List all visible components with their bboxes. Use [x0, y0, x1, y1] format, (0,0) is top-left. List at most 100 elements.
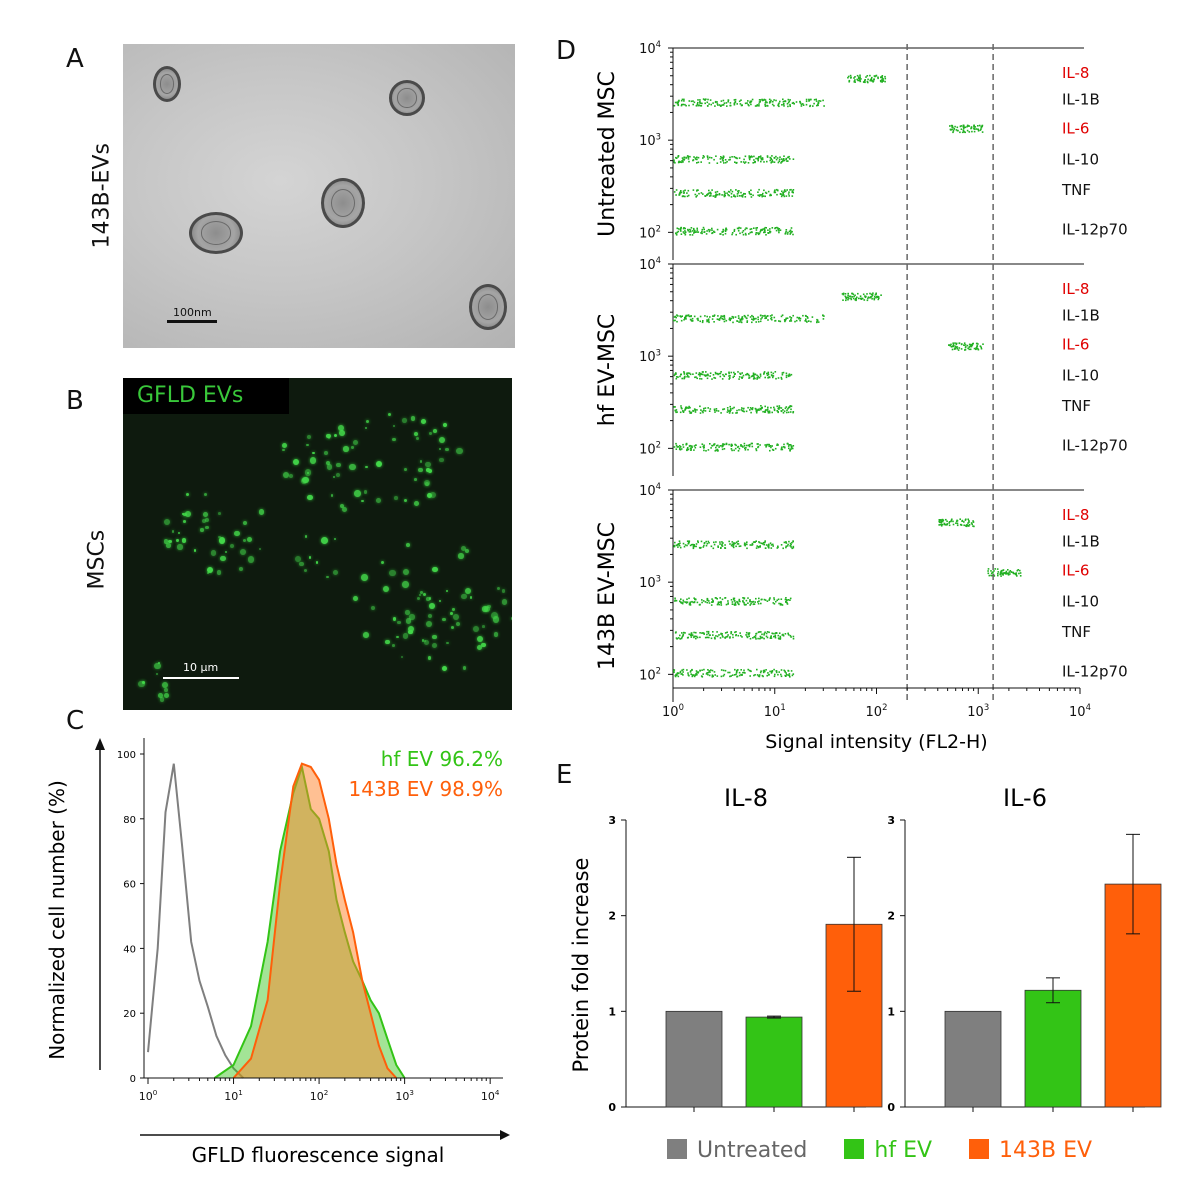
scatter-point: [786, 160, 788, 162]
scatter-point: [700, 409, 702, 411]
scatter-point: [815, 98, 817, 101]
scatter-point: [769, 597, 771, 599]
scatter-point: [707, 192, 710, 195]
fluorescent-ev-dot: [216, 570, 222, 575]
scatter-point: [782, 412, 785, 414]
scatter-point: [779, 602, 782, 605]
scatter-point: [700, 161, 702, 163]
scatter-point: [956, 129, 959, 132]
scatter-point: [702, 600, 705, 602]
scatter-point: [965, 524, 967, 527]
scatter-point: [714, 450, 717, 452]
fluorescent-ev-dot: [421, 639, 425, 642]
scatter-point: [675, 377, 678, 380]
scatter-point: [758, 103, 760, 105]
scatter-point: [754, 674, 756, 676]
scatter-point: [723, 102, 726, 104]
scatter-point: [752, 194, 754, 197]
scatter-point: [710, 192, 712, 195]
scatter-point: [757, 675, 760, 677]
scatter-point: [716, 675, 719, 677]
fluorescent-ev-dot: [340, 503, 345, 509]
scatter-point: [758, 232, 760, 235]
cytokine-label-tnf: TNF: [1061, 397, 1091, 415]
scatter-point: [712, 102, 714, 104]
scatter-point: [713, 314, 716, 316]
scatter-point: [715, 446, 717, 449]
scatter-point: [724, 544, 726, 546]
scatter-point: [771, 411, 773, 414]
scatter-point: [961, 131, 964, 134]
scatter-point: [769, 230, 771, 232]
scatter-point: [790, 445, 793, 447]
scatter-point: [738, 190, 740, 192]
scatter-point: [724, 547, 727, 549]
scatter-point: [747, 668, 749, 671]
scatter-point: [774, 632, 776, 635]
histogram-area-2: [233, 763, 397, 1078]
scatter-point: [779, 604, 782, 606]
scatter-point: [784, 232, 787, 234]
scatter-point: [733, 674, 736, 676]
scatter-point: [680, 233, 683, 235]
scatter-point: [996, 568, 999, 570]
scatter-point: [993, 570, 995, 572]
scatter-point: [764, 102, 767, 104]
scatter-point: [687, 189, 690, 192]
scatter-point: [752, 637, 754, 639]
fluorescent-ev-dot: [163, 539, 169, 545]
scatter-point: [685, 314, 688, 317]
scatter-point: [1002, 574, 1004, 576]
scatter-point: [722, 444, 724, 446]
scatter-point: [735, 671, 738, 674]
scatter-point: [748, 233, 750, 235]
scatter-point: [673, 446, 676, 448]
scatter-point: [785, 674, 788, 676]
scatter-point: [759, 407, 761, 410]
scatter-point: [737, 603, 740, 605]
scatter-point: [729, 405, 731, 408]
scatter-point: [756, 443, 759, 445]
fluorescent-ev-dot: [332, 475, 335, 478]
scatter-point: [680, 191, 683, 194]
scatter-point: [758, 156, 760, 158]
scatter-point: [737, 227, 740, 230]
scatter-point: [849, 74, 852, 77]
scatter-point: [695, 105, 698, 107]
scatter-point: [776, 157, 779, 159]
x-tick-label: 104: [481, 1088, 500, 1103]
x-tick-label: 104: [1069, 702, 1091, 720]
scatter-point: [708, 103, 710, 105]
scatter-point: [772, 372, 775, 375]
scatter-point: [725, 319, 728, 322]
scatter-point: [693, 315, 696, 318]
scatter-point: [772, 632, 774, 635]
scatter-point: [755, 229, 758, 231]
scatter-point: [751, 321, 753, 324]
scatter-point: [732, 321, 734, 324]
scatter-point: [705, 450, 707, 452]
scatter-point: [763, 373, 765, 375]
scatter-point: [760, 542, 763, 545]
scatter-point: [727, 671, 729, 674]
scatter-point: [733, 102, 736, 104]
scatter-point: [748, 632, 751, 634]
scatter-point: [676, 446, 679, 448]
scatter-point: [708, 156, 711, 159]
fluorescent-ev-dot: [246, 536, 253, 542]
scatter-point: [941, 520, 944, 523]
scatter-point: [734, 604, 737, 606]
scatter-point: [682, 633, 685, 636]
scatter-point: [972, 521, 975, 523]
scatter-point: [679, 546, 682, 549]
scatter-point: [762, 99, 765, 101]
scatter-point: [696, 103, 699, 106]
fluorescent-ev-dot: [392, 644, 396, 648]
scatter-point: [966, 344, 969, 347]
scatter-point: [749, 101, 751, 104]
scatter-point: [742, 374, 745, 377]
scatter-point: [748, 158, 751, 161]
scatter-point: [856, 296, 858, 299]
scatter-point: [693, 544, 695, 546]
fluorescent-ev-dot: [419, 460, 423, 463]
